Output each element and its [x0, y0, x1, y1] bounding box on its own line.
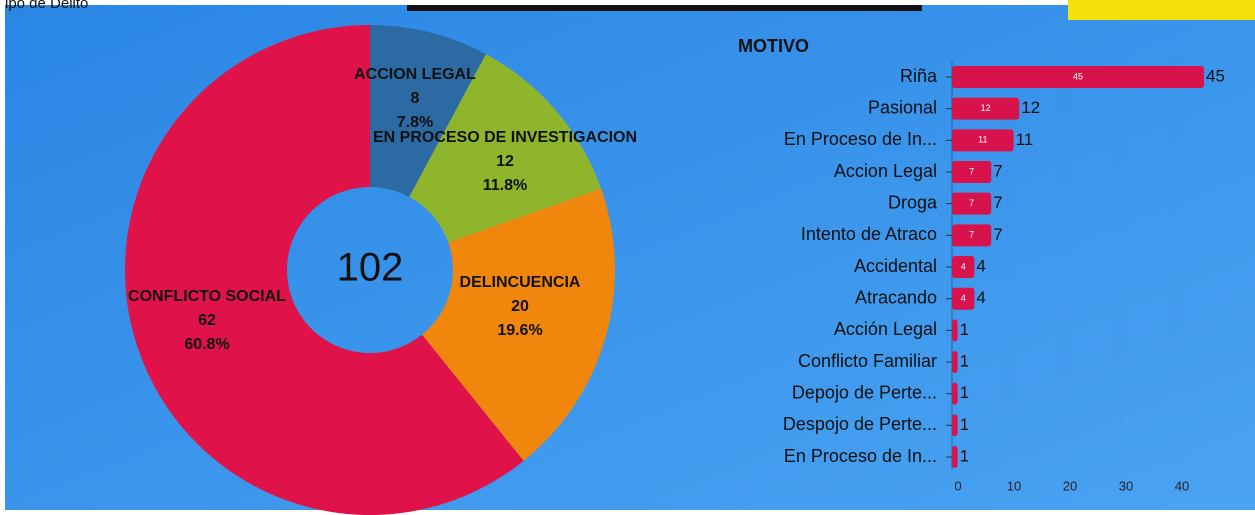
slice-value: 12	[496, 153, 514, 170]
category-label: Intento de Atraco	[801, 224, 937, 244]
slice-label: CONFLICTO SOCIAL	[128, 288, 286, 305]
slice-percent: 7.8%	[397, 114, 433, 131]
top-bar	[407, 5, 922, 11]
bar	[952, 351, 958, 374]
category-label: Riña	[900, 66, 938, 86]
x-tick-label: 20	[1063, 478, 1077, 493]
x-tick-label: 0	[954, 478, 961, 493]
bar-title: MOTIVO	[738, 36, 809, 56]
bar-inner-label: 45	[1073, 71, 1083, 81]
bar-value: 11	[1016, 130, 1034, 149]
x-tick-label: 30	[1119, 478, 1133, 493]
category-label: Droga	[888, 192, 938, 212]
slice-label: DELINCUENCIA	[460, 274, 581, 291]
bar-inner-label: 7	[969, 198, 974, 208]
category-label: Depojo de Perte...	[792, 382, 937, 402]
category-label: Pasional	[868, 97, 937, 117]
bar-value: 7	[993, 193, 1002, 212]
bar-inner-label: 7	[969, 230, 974, 240]
category-label: Accidental	[854, 256, 937, 276]
bar	[952, 192, 992, 215]
pie-slice	[422, 188, 615, 461]
bar-value: 1	[960, 415, 969, 434]
category-label: Atracando	[855, 287, 937, 307]
bar-value: 1	[960, 352, 969, 371]
bar-value: 1	[960, 320, 969, 339]
bar-value: 1	[960, 447, 969, 466]
category-label: Acción Legal	[834, 319, 937, 339]
bar-value: 7	[993, 225, 1002, 244]
slice-label: EN PROCESO DE INVESTIGACION	[373, 129, 637, 146]
bar	[952, 129, 1014, 152]
bar-inner-label: 4	[961, 293, 966, 303]
pie-slice	[370, 25, 486, 197]
bar	[952, 224, 992, 247]
bar-inner-label: 4	[961, 261, 966, 271]
bar-value: 7	[993, 161, 1002, 180]
slice-percent: 19.6%	[497, 322, 542, 339]
bar-value: 1	[960, 383, 969, 402]
pie-title: ipo de Delito	[5, 0, 88, 12]
bar	[952, 382, 958, 405]
pie-slice	[409, 54, 602, 243]
slice-percent: 11.8%	[483, 177, 527, 194]
category-label: En Proceso de In...	[784, 446, 937, 466]
slice-label: ACCION LEGAL	[354, 66, 476, 83]
bar	[952, 319, 958, 342]
bar-value: 45	[1206, 66, 1225, 85]
category-label: Accion Legal	[834, 161, 937, 181]
category-label: En Proceso de In...	[784, 129, 937, 149]
bar-value: 12	[1021, 98, 1040, 117]
bar	[952, 66, 1204, 88]
pie-total: 102	[337, 246, 404, 290]
pie-slice	[124, 25, 524, 515]
category-label: Conflicto Familiar	[798, 351, 937, 371]
bar-inner-label: 12	[981, 103, 991, 113]
bar-value: 4	[976, 257, 985, 276]
category-label: Despojo de Perte...	[783, 414, 937, 434]
yellow-tab	[1068, 0, 1255, 20]
bar	[952, 97, 1020, 120]
bar	[952, 414, 958, 437]
bar	[952, 287, 975, 310]
slice-value: 62	[198, 312, 216, 329]
slice-percent: 60.8%	[184, 336, 229, 353]
bar-value: 4	[976, 288, 985, 307]
x-tick-label: 40	[1175, 478, 1189, 493]
bar	[952, 256, 975, 279]
x-tick-label: 10	[1007, 478, 1021, 493]
bar-inner-label: 11	[978, 135, 987, 145]
bar	[952, 446, 958, 469]
bar	[952, 161, 992, 184]
slice-value: 8	[411, 90, 420, 107]
bar-inner-label: 7	[969, 166, 974, 176]
slice-value: 20	[511, 298, 529, 315]
